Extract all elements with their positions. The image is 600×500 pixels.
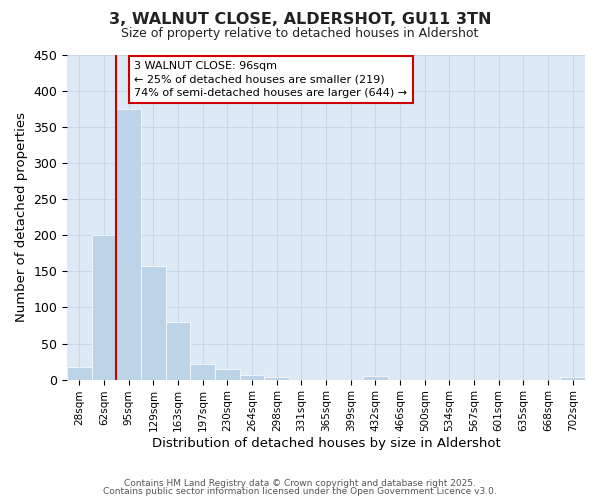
Text: 3 WALNUT CLOSE: 96sqm
← 25% of detached houses are smaller (219)
74% of semi-det: 3 WALNUT CLOSE: 96sqm ← 25% of detached … [134, 62, 407, 98]
Bar [67, 366, 92, 380]
Y-axis label: Number of detached properties: Number of detached properties [15, 112, 28, 322]
Bar [141, 266, 166, 380]
Text: Contains HM Land Registry data © Crown copyright and database right 2025.: Contains HM Land Registry data © Crown c… [124, 478, 476, 488]
Bar [215, 370, 240, 380]
Text: 3, WALNUT CLOSE, ALDERSHOT, GU11 3TN: 3, WALNUT CLOSE, ALDERSHOT, GU11 3TN [109, 12, 491, 28]
Bar [560, 376, 585, 380]
Bar [240, 374, 265, 380]
Text: Size of property relative to detached houses in Aldershot: Size of property relative to detached ho… [121, 28, 479, 40]
Bar [92, 236, 116, 380]
Bar [363, 376, 388, 380]
Text: Contains public sector information licensed under the Open Government Licence v3: Contains public sector information licen… [103, 487, 497, 496]
Bar [116, 109, 141, 380]
Bar [265, 376, 289, 380]
X-axis label: Distribution of detached houses by size in Aldershot: Distribution of detached houses by size … [152, 437, 500, 450]
Bar [166, 322, 190, 380]
Bar [190, 364, 215, 380]
